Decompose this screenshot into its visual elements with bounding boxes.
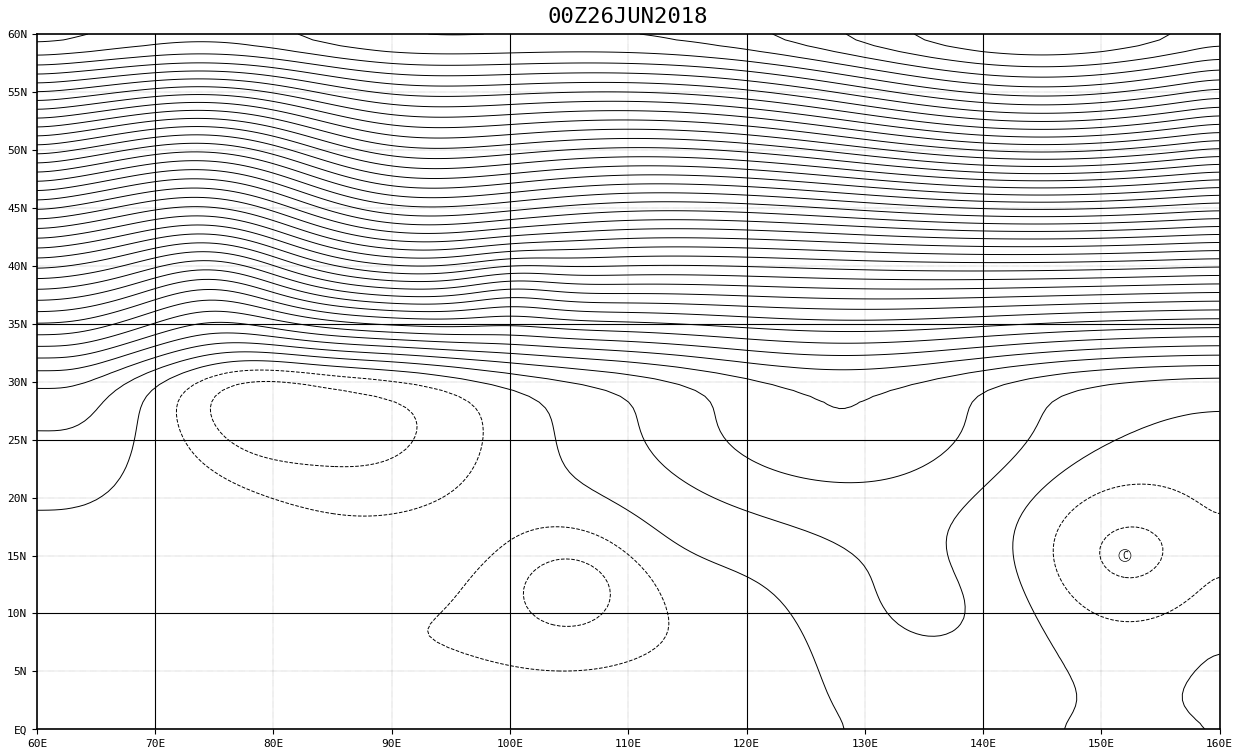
Text: C: C [1122,550,1128,560]
Title: 00Z26JUN2018: 00Z26JUN2018 [548,7,708,27]
